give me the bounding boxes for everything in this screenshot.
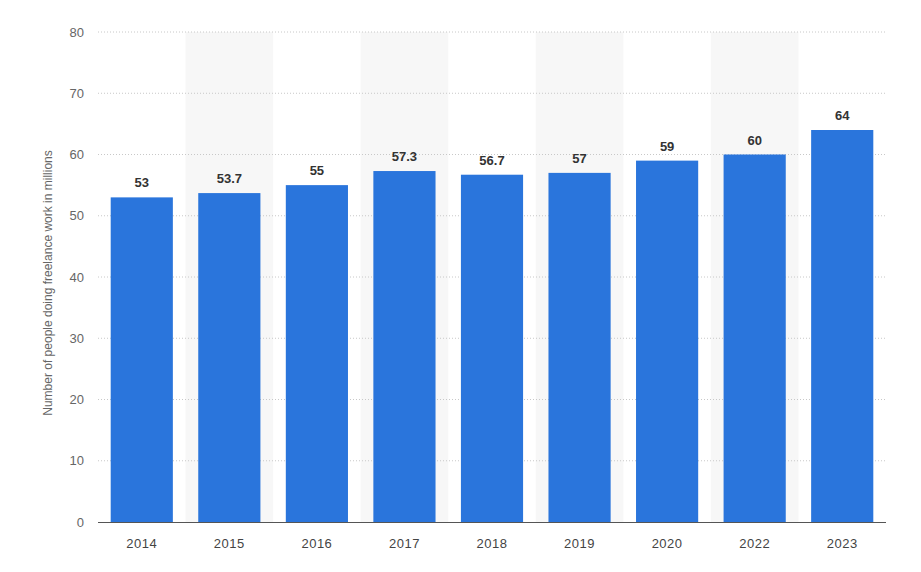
x-tick-label: 2019 <box>564 536 595 551</box>
bar <box>111 197 173 522</box>
y-tick-label: 30 <box>70 331 84 346</box>
x-tick-label: 2014 <box>126 536 157 551</box>
background-band <box>186 32 274 522</box>
y-axis-title: Number of people doing freelance work in… <box>41 150 55 415</box>
chart-container: 0 10 20 30 40 50 60 70 80 Number of people doing … <box>0 0 921 572</box>
data-label: 59 <box>660 139 674 154</box>
x-tick-label: 2023 <box>827 536 858 551</box>
bars <box>111 130 874 522</box>
x-tick-label: 2022 <box>739 536 770 551</box>
y-tick-label: 20 <box>70 392 84 407</box>
y-tick-label: 60 <box>70 147 84 162</box>
bar <box>373 171 435 522</box>
x-tick-label: 2016 <box>301 536 332 551</box>
bar <box>286 185 348 522</box>
y-tick-label: 40 <box>70 270 84 285</box>
data-label: 55 <box>310 163 324 178</box>
data-label: 57 <box>572 151 586 166</box>
grid-line <box>98 93 886 94</box>
background-band <box>711 32 799 522</box>
x-axis-line <box>98 522 886 523</box>
x-tick-label: 2018 <box>477 536 508 551</box>
x-tick-label: 2015 <box>214 536 245 551</box>
bar <box>636 161 698 522</box>
bar <box>811 130 873 522</box>
data-label: 56.7 <box>479 153 504 168</box>
y-tick-label: 80 <box>70 25 84 40</box>
data-label: 64 <box>835 108 850 123</box>
bar <box>198 193 260 522</box>
y-tick-label: 50 <box>70 208 84 223</box>
data-label: 60 <box>747 133 761 148</box>
background-band <box>361 32 449 522</box>
bar <box>461 175 523 522</box>
y-tick-label: 0 <box>77 515 84 530</box>
data-label: 57.3 <box>392 149 417 164</box>
x-tick-label: 2017 <box>389 536 420 551</box>
data-label: 53 <box>135 175 149 190</box>
bar <box>724 155 786 523</box>
chart-svg: 0 10 20 30 40 50 60 70 80 Number of people doing … <box>0 0 921 572</box>
bar <box>548 173 610 522</box>
y-tick-label: 70 <box>70 86 84 101</box>
data-label: 53.7 <box>217 171 242 186</box>
background-band <box>536 32 624 522</box>
grid-line <box>98 32 886 33</box>
x-tick-label: 2020 <box>652 536 683 551</box>
y-tick-label: 10 <box>70 453 84 468</box>
